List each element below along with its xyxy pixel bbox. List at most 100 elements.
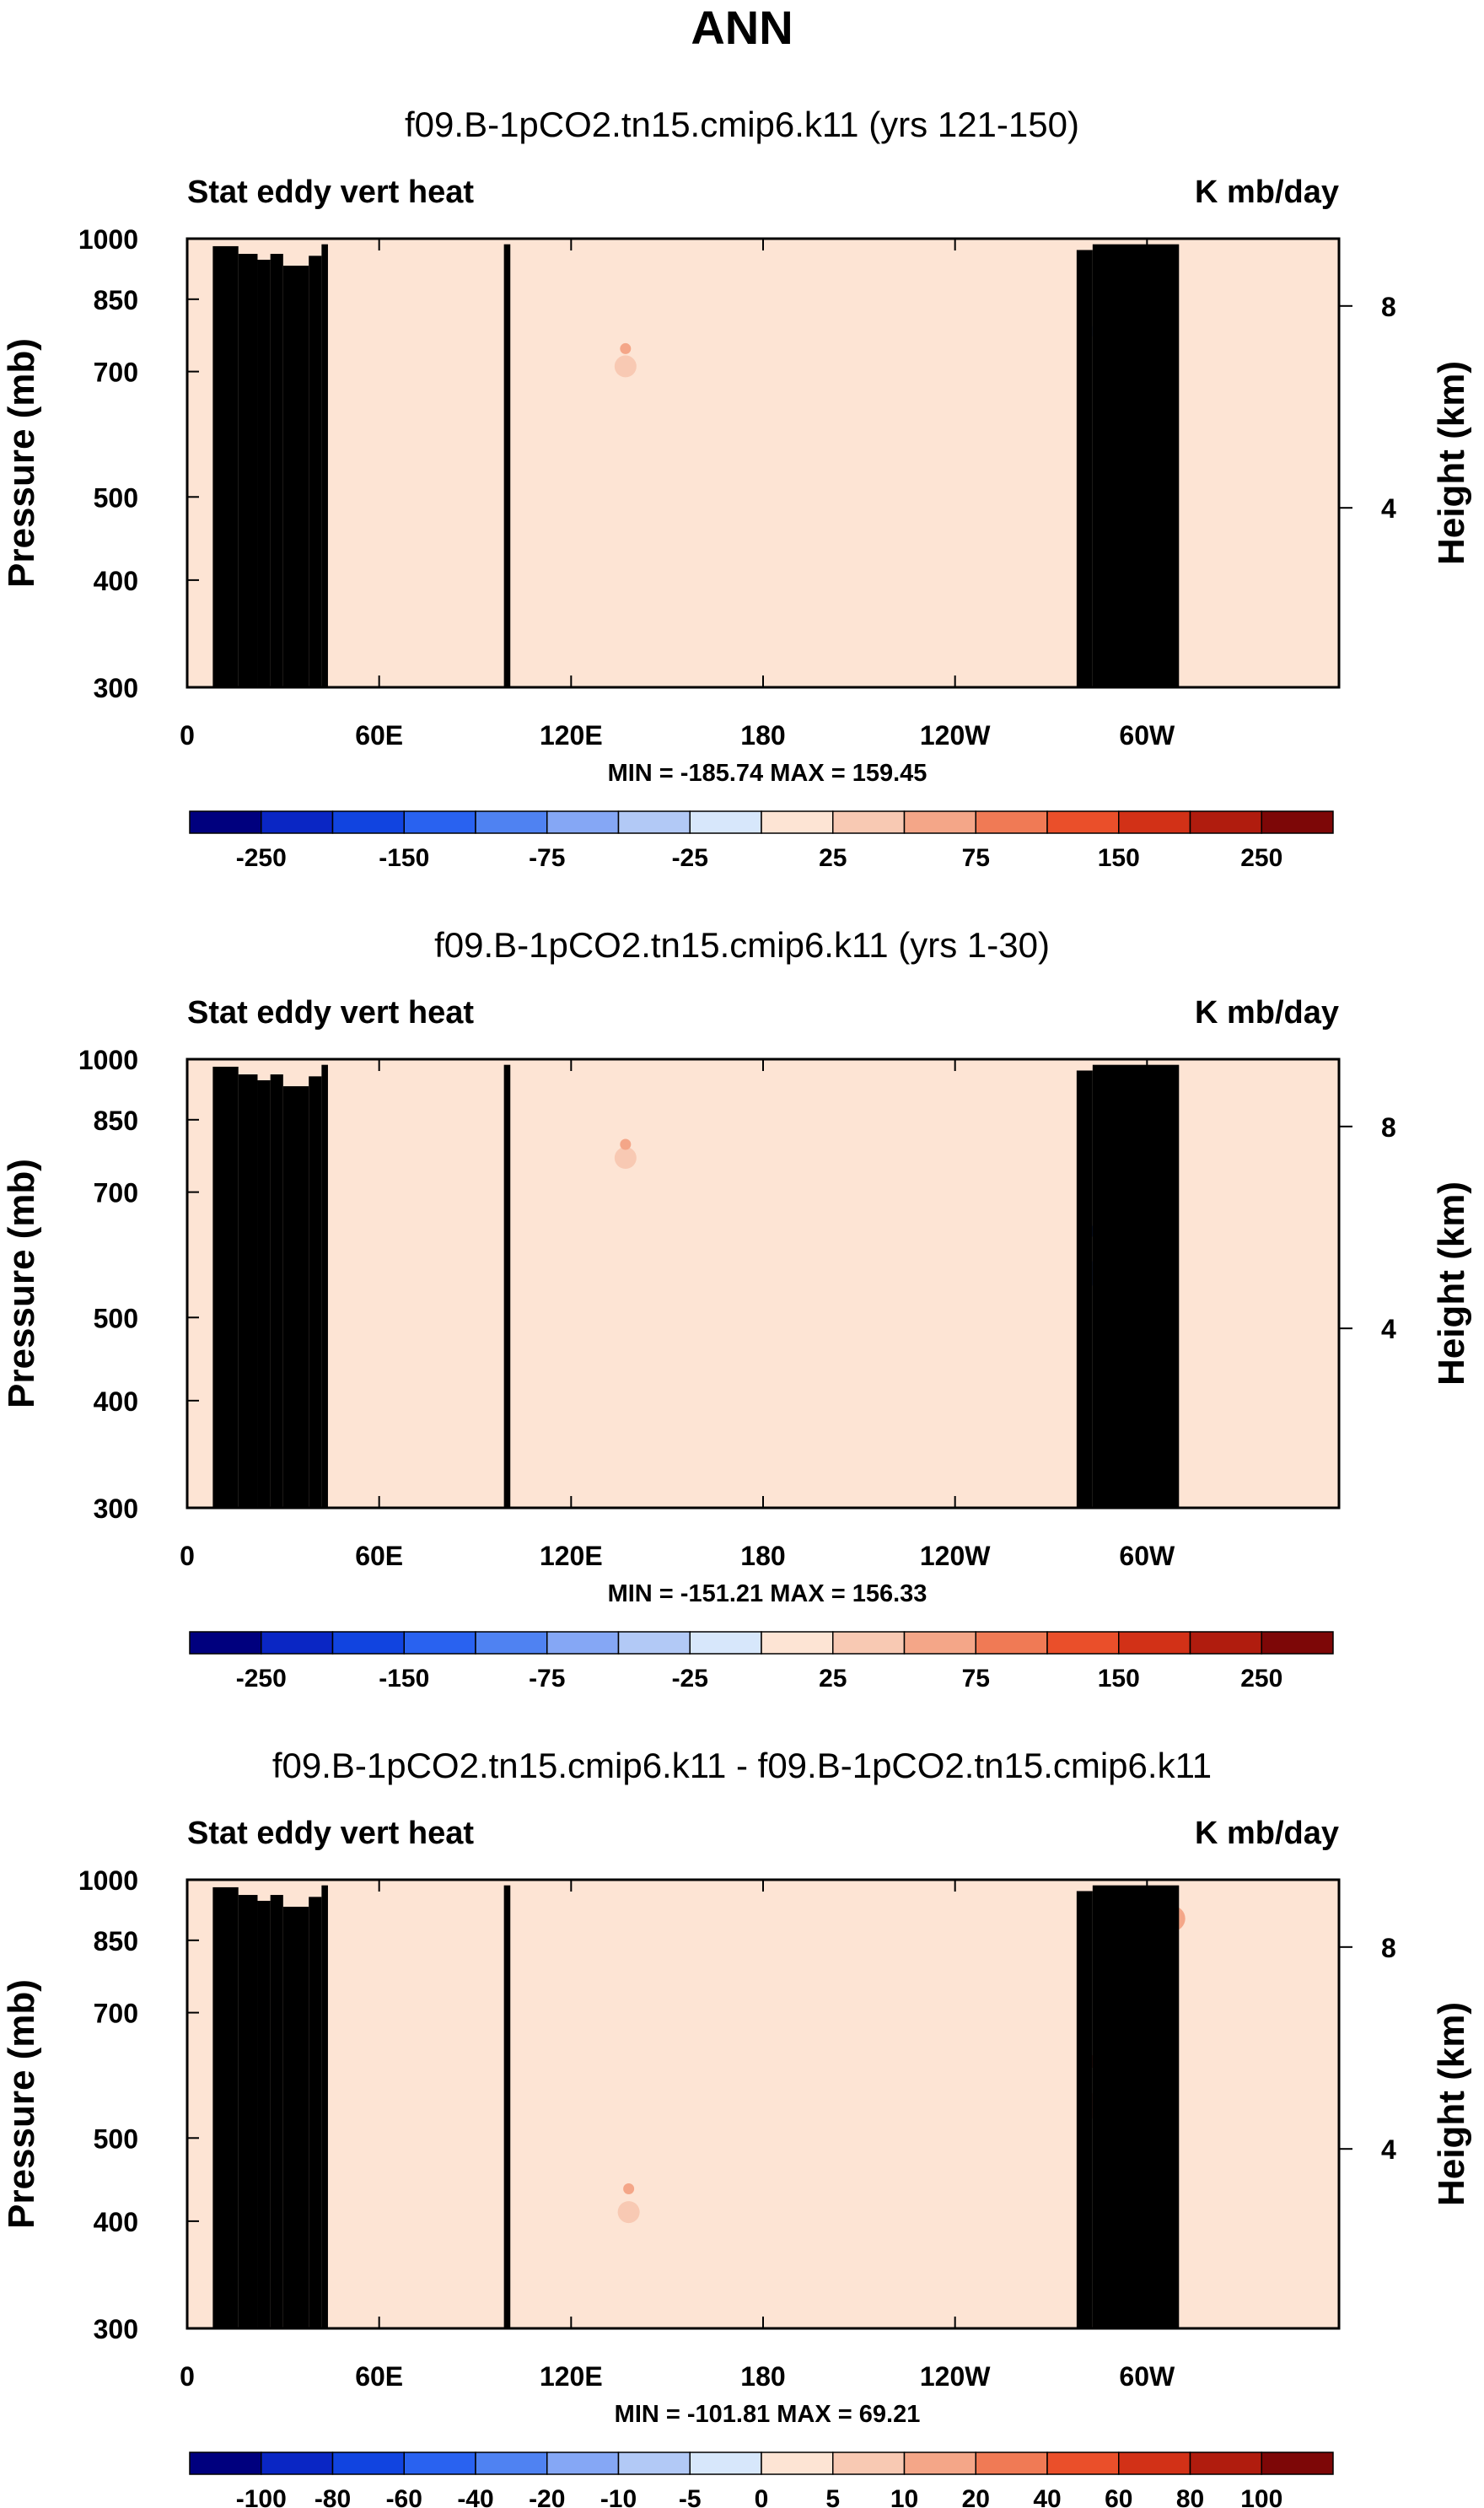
colorbar-label: 25 xyxy=(819,844,847,872)
colorbar-label: 75 xyxy=(962,844,990,872)
panel-left-label: Stat eddy vert heat xyxy=(187,175,474,210)
min-max-label: MIN = -151.21 MAX = 156.33 xyxy=(608,1580,928,1607)
colorbar-swatch xyxy=(761,1631,834,1655)
contour-feature-1 xyxy=(617,2201,640,2224)
panel-2: f09.B-1pCO2.tn15.cmip6.k11 (yrs 1-30) Sta… xyxy=(1,925,1472,1693)
topography xyxy=(309,1897,322,2328)
y-right-tick-label: 4 xyxy=(1381,1314,1396,1344)
topography xyxy=(503,1064,511,1508)
colorbar-label: 150 xyxy=(1098,844,1140,872)
colorbar-label: -20 xyxy=(529,2485,565,2508)
colorbar-swatch xyxy=(1189,2451,1262,2475)
topography xyxy=(270,1074,283,1508)
x-tick-label: 180 xyxy=(740,1541,785,1571)
y-tick-label: 700 xyxy=(94,1178,138,1208)
topography xyxy=(309,1076,322,1508)
topography xyxy=(1092,1064,1180,1508)
colorbar-swatch xyxy=(617,2451,691,2475)
x-tick-label: 120E xyxy=(540,2361,603,2392)
x-tick-label: 60W xyxy=(1119,720,1175,751)
x-tick-label: 120E xyxy=(540,720,603,751)
topography xyxy=(1076,1891,1093,2328)
colorbar-swatch xyxy=(689,810,762,834)
y-tick-label: 400 xyxy=(94,2207,138,2237)
y-tick-label: 700 xyxy=(94,358,138,388)
colorbar-label: -150 xyxy=(379,1665,429,1693)
topography xyxy=(212,1886,239,2328)
x-tick-label: 60E xyxy=(355,1541,403,1571)
colorbar-label: -25 xyxy=(672,844,708,872)
colorbar-swatch xyxy=(1118,810,1191,834)
colorbar-swatch xyxy=(475,810,548,834)
y-tick-label: 700 xyxy=(94,1999,138,2029)
colorbar-label: 75 xyxy=(962,1665,990,1693)
topography xyxy=(282,1086,309,1508)
y-tick-label: 500 xyxy=(94,482,138,513)
topography xyxy=(321,1885,328,2328)
colorbar-label: 20 xyxy=(962,2485,990,2508)
colorbar-swatch xyxy=(832,810,906,834)
topography xyxy=(309,256,322,687)
topography xyxy=(257,1900,271,2328)
colorbar-label: -60 xyxy=(386,2485,422,2508)
colorbar-swatch xyxy=(475,2451,548,2475)
y-right-tick-label: 4 xyxy=(1381,2134,1396,2165)
colorbar-label: 60 xyxy=(1105,2485,1132,2508)
topography xyxy=(238,1895,258,2328)
panel-3: f09.B-1pCO2.tn15.cmip6.k11 - f09.B-1pCO2… xyxy=(1,1746,1472,2508)
y-tick-label: 300 xyxy=(94,1493,138,1524)
colorbar-label: 40 xyxy=(1033,2485,1061,2508)
topography xyxy=(257,1079,271,1508)
topography xyxy=(503,244,511,687)
x-tick-label: 120W xyxy=(920,720,991,751)
x-tick-label: 0 xyxy=(180,720,195,751)
colorbar-swatch xyxy=(761,2451,834,2475)
colorbar-swatch xyxy=(689,2451,762,2475)
topography xyxy=(257,259,271,687)
contour-feature-core xyxy=(620,1138,632,1150)
colorbar-swatch xyxy=(1261,2451,1334,2475)
y-tick-label: 300 xyxy=(94,673,138,703)
y-right-tick-label: 8 xyxy=(1381,292,1396,322)
colorbar-label: -150 xyxy=(379,844,429,872)
y-axis-label: Pressure (mb) xyxy=(1,338,42,588)
colorbar-swatch xyxy=(617,1631,691,1655)
topography xyxy=(503,1885,511,2328)
colorbar-swatch xyxy=(331,1631,405,1655)
colorbar-swatch xyxy=(261,2451,334,2475)
colorbar-swatch xyxy=(475,1631,548,1655)
y-tick-label: 850 xyxy=(94,1106,138,1136)
topography xyxy=(282,266,309,687)
colorbar-label: 80 xyxy=(1176,2485,1204,2508)
x-tick-label: 60E xyxy=(355,720,403,751)
colorbar-swatch xyxy=(189,1631,262,1655)
colorbar-swatch xyxy=(903,810,976,834)
y-tick-label: 1000 xyxy=(78,1865,138,1896)
colorbar-label: -250 xyxy=(236,1665,287,1693)
topography xyxy=(212,1066,239,1508)
colorbar-swatch xyxy=(832,1631,906,1655)
colorbar-label: 0 xyxy=(755,2485,769,2508)
y-tick-label: 850 xyxy=(94,285,138,315)
x-tick-label: 60W xyxy=(1119,1541,1175,1571)
colorbar-swatch xyxy=(1046,1631,1120,1655)
min-max-label: MIN = -185.74 MAX = 159.45 xyxy=(608,760,928,787)
colorbar-label: -80 xyxy=(315,2485,351,2508)
colorbar-label: -75 xyxy=(529,844,565,872)
colorbar-swatch xyxy=(975,810,1048,834)
y-tick-label: 300 xyxy=(94,2314,138,2344)
colorbar-swatch xyxy=(546,2451,620,2475)
colorbar-label: -40 xyxy=(457,2485,493,2508)
y-tick-label: 500 xyxy=(94,1303,138,1333)
colorbar-label: 25 xyxy=(819,1665,847,1693)
colorbar-swatch xyxy=(761,810,834,834)
colorbar-label: 5 xyxy=(825,2485,840,2508)
colorbar-swatch xyxy=(975,1631,1048,1655)
contour-feature-1 xyxy=(614,355,637,378)
y-tick-label: 850 xyxy=(94,1926,138,1956)
colorbar-label: 250 xyxy=(1240,844,1282,872)
topography xyxy=(282,1907,309,2328)
panel-left-label: Stat eddy vert heat xyxy=(187,995,474,1031)
panel-title: f09.B-1pCO2.tn15.cmip6.k11 (yrs 121-150) xyxy=(405,105,1079,144)
